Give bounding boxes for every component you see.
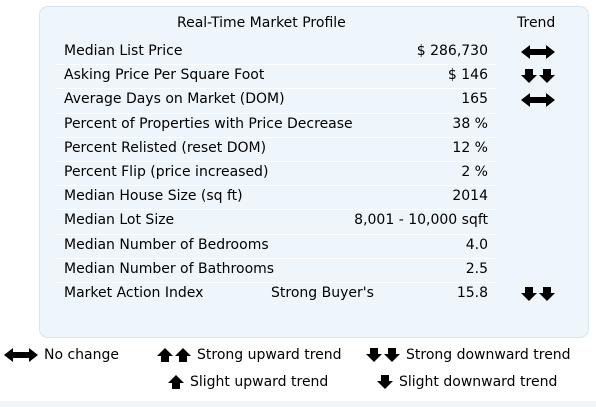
row-label: Average Days on Market (DOM) [64,91,285,108]
row-label: Percent of Properties with Price Decreas… [64,115,353,132]
legend-slight-down: Slight downward trend [377,374,557,390]
row-label: Median Number of Bedrooms [64,236,269,253]
row-market-action-index: Market Action Index Strong Buyer's 15.8 [40,283,588,307]
row-label: Percent Relisted (reset DOM) [64,139,267,156]
slight-downward-trend-icon [377,375,393,389]
row-value: 4.0 [465,236,488,253]
strong-downward-trend-icon [521,69,557,85]
row-label: Market Action Index [64,284,204,301]
row-label: Median List Price [64,43,183,59]
profile-rows: Median List Price $ 286,730 Asking Price… [40,41,588,307]
no-change-icon [4,348,38,362]
no-change-icon [521,45,557,61]
row-median-house-size: Median House Size (sq ft) 2014 [40,186,588,211]
row-value: 12 % [452,139,488,156]
row-value: 15.8 [456,284,488,301]
row-value: $ 286,730 [416,43,488,59]
row-label: Median House Size (sq ft) [64,188,243,205]
trend-column-heading: Trend [517,15,556,31]
row-value: $ 146 [447,67,488,84]
market-action-rating: Strong Buyer's [271,284,374,301]
row-asking-price-per-sqft: Asking Price Per Square Foot $ 146 [40,65,588,90]
panel-title: Real-Time Market Profile [177,15,346,31]
row-label: Median Number of Bathrooms [64,260,275,277]
row-median-lot-size: Median Lot Size 8,001 - 10,000 sqft [40,210,588,235]
market-profile-panel: Real-Time Market Profile Trend Median Li… [39,6,589,338]
strong-downward-trend-icon [521,286,557,303]
row-value: 8,001 - 10,000 sqft [354,212,488,229]
legend-no-change: No change [4,347,119,363]
legend-label: Strong upward trend [197,347,342,363]
legend-label: Slight downward trend [399,374,558,390]
row-label: Median Lot Size [64,212,175,229]
strong-upward-trend-icon [157,348,191,362]
row-value: 2 % [461,163,488,180]
strong-downward-trend-icon [366,348,400,362]
row-value: 2014 [452,188,488,205]
row-percent-relisted: Percent Relisted (reset DOM) 12 % [40,138,588,162]
legend-label: No change [44,347,120,363]
row-label: Percent Flip (price increased) [64,163,269,180]
row-price-decrease: Percent of Properties with Price Decreas… [40,114,588,138]
legend-strong-up: Strong upward trend [157,347,342,363]
slight-upward-trend-icon [168,375,184,389]
row-percent-flip: Percent Flip (price increased) 2 % [40,162,588,187]
row-median-list-price: Median List Price $ 286,730 [40,41,588,66]
row-value: 38 % [452,115,488,132]
row-median-bathrooms: Median Number of Bathrooms 2.5 [40,259,588,283]
row-median-bedrooms: Median Number of Bedrooms 4.0 [40,235,588,259]
legend-strong-down: Strong downward trend [366,347,571,363]
legend-label: Slight upward trend [190,374,329,390]
row-average-dom: Average Days on Market (DOM) 165 [40,89,588,114]
trend-legend: No change Strong upward trend Strong dow… [0,345,596,401]
legend-label: Strong downward trend [406,347,571,363]
footer-strip [0,401,596,407]
row-value: 2.5 [465,260,488,277]
row-label: Asking Price Per Square Foot [64,67,265,84]
legend-slight-up: Slight upward trend [168,374,328,390]
row-value: 165 [461,91,488,108]
no-change-icon [521,93,557,109]
